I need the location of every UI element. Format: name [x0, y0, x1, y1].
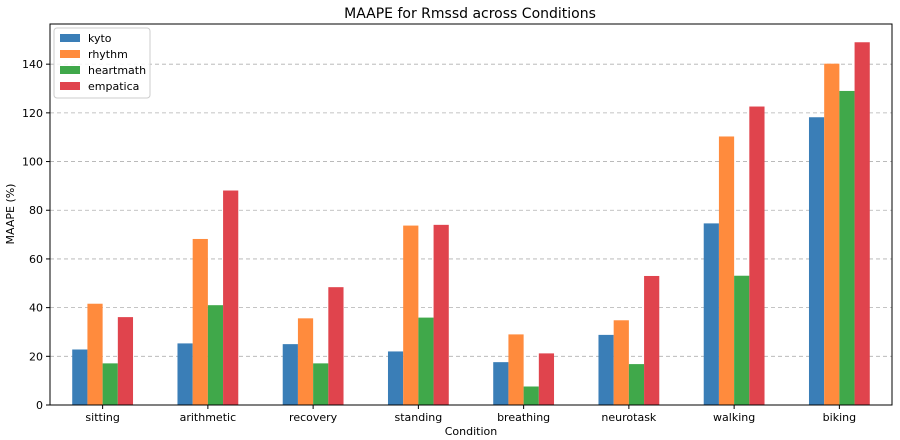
gridlines — [50, 63, 892, 357]
bar-kyto-neurotask — [598, 334, 614, 405]
bar-rhythm-recovery — [297, 318, 314, 405]
y-tick-label: 0 — [36, 399, 43, 412]
legend-swatch-empatica — [60, 82, 80, 90]
bar-empatica-sitting — [117, 317, 134, 405]
bar-kyto-walking — [703, 223, 719, 405]
bar-rhythm-biking — [824, 63, 840, 405]
y-tick-label: 40 — [29, 302, 43, 315]
bars — [72, 42, 870, 406]
bar-heartmath-neurotask — [628, 364, 645, 405]
bar-heartmath-breathing — [523, 386, 539, 405]
bar-heartmath-walking — [734, 275, 750, 405]
bar-rhythm-sitting — [87, 303, 103, 405]
bar-kyto-biking — [808, 117, 825, 406]
legend-label-empatica: empatica — [88, 80, 139, 93]
x-axis-label: Condition — [445, 425, 498, 438]
y-tick-label: 100 — [22, 156, 43, 169]
bar-rhythm-standing — [403, 225, 419, 405]
legend-swatch-rhythm — [60, 50, 80, 58]
x-tick-label: walking — [713, 411, 755, 424]
bar-kyto-breathing — [493, 362, 509, 405]
bar-heartmath-standing — [418, 317, 434, 405]
x-tick-label: standing — [395, 411, 443, 424]
y-tick-label: 80 — [29, 204, 43, 217]
bar-heartmath-recovery — [313, 363, 329, 405]
bar-kyto-sitting — [72, 349, 88, 405]
bar-empatica-biking — [854, 42, 870, 405]
x-tick-label: sitting — [85, 411, 119, 424]
x-tick-label: biking — [823, 411, 856, 424]
bar-empatica-walking — [749, 106, 765, 405]
x-tick-label: arithmetic — [180, 411, 237, 424]
bar-rhythm-walking — [718, 136, 735, 405]
legend-swatch-heartmath — [60, 66, 80, 74]
y-tick-label: 120 — [22, 107, 43, 120]
bar-empatica-arithmetic — [223, 190, 239, 405]
bar-kyto-standing — [387, 351, 404, 405]
legend: kyto rhythm heartmath empatica — [53, 27, 151, 99]
y-tick-label: 20 — [29, 350, 43, 363]
legend-swatch-kyto — [60, 34, 80, 42]
bar-heartmath-arithmetic — [207, 305, 224, 405]
bar-kyto-arithmetic — [177, 343, 193, 405]
legend-box — [53, 27, 151, 99]
bar-empatica-neurotask — [644, 275, 660, 405]
bar-empatica-recovery — [328, 287, 344, 405]
y-axis: 0 20 40 60 80 100 120 140 — [22, 58, 50, 412]
y-axis-label: MAAPE (%) — [4, 184, 17, 245]
chart-title: MAAPE for Rmssd across Conditions — [344, 6, 596, 22]
bar-rhythm-neurotask — [613, 320, 629, 405]
x-tick-label: recovery — [289, 411, 338, 424]
bar-kyto-recovery — [282, 344, 298, 405]
legend-label-heartmath: heartmath — [88, 64, 146, 77]
bar-heartmath-biking — [839, 90, 855, 405]
bar-empatica-breathing — [538, 353, 555, 405]
bar-rhythm-breathing — [508, 334, 524, 405]
y-tick-label: 60 — [29, 253, 43, 266]
x-tick-label: neurotask — [601, 411, 657, 424]
x-tick-label: breathing — [497, 411, 550, 424]
bar-empatica-standing — [433, 224, 449, 405]
bar-heartmath-sitting — [102, 363, 118, 405]
legend-label-rhythm: rhythm — [88, 48, 128, 61]
y-tick-label: 140 — [22, 58, 43, 71]
x-axis: sitting arithmetic recovery standing breathi… — [85, 405, 856, 424]
plot-frame — [49, 23, 893, 406]
legend-label-kyto: kyto — [88, 32, 112, 45]
bar-rhythm-arithmetic — [192, 238, 208, 405]
